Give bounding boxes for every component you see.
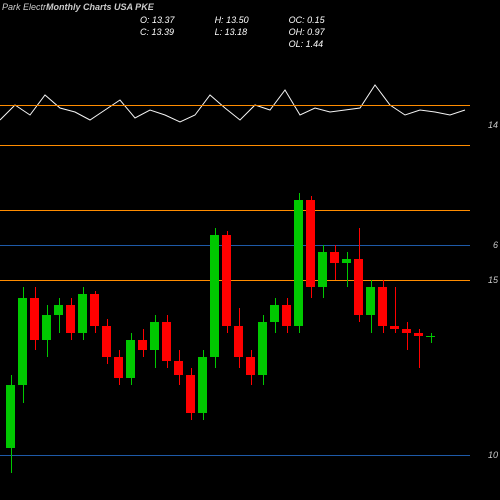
candle	[341, 175, 352, 490]
candle-body	[258, 322, 268, 375]
ohlc-l: L: 13.18	[215, 27, 249, 37]
candle	[77, 175, 88, 490]
candle-body	[342, 259, 352, 263]
candle-body	[414, 333, 424, 337]
candle	[149, 175, 160, 490]
candle-body	[378, 287, 388, 326]
candle	[377, 175, 388, 490]
candle	[161, 175, 172, 490]
candle-body	[210, 235, 220, 358]
ohlc-o: O: 13.37	[140, 15, 175, 25]
title-mid: Monthly Charts USA PKE	[46, 2, 154, 12]
candle-body	[42, 315, 52, 340]
candle	[41, 175, 52, 490]
candle-body	[162, 322, 172, 361]
indicator-pane	[0, 60, 470, 160]
candle	[389, 175, 400, 490]
ohlc-oh: OH: 0.97	[289, 27, 325, 37]
candle-body	[234, 326, 244, 358]
candle-body	[174, 361, 184, 375]
candle	[101, 175, 112, 490]
candle	[305, 175, 316, 490]
ohlc-oc: OC: 0.15	[289, 15, 325, 25]
price-pane	[0, 175, 470, 490]
candle	[65, 175, 76, 490]
candle	[413, 175, 424, 490]
candle-wick	[335, 245, 336, 280]
price-axis-label: 10	[488, 450, 498, 460]
candle	[329, 175, 340, 490]
candle	[317, 175, 328, 490]
candle	[29, 175, 40, 490]
candle-body	[126, 340, 136, 379]
candle-body	[114, 357, 124, 378]
candle-body	[138, 340, 148, 351]
candle-body	[390, 326, 400, 330]
candle-body	[294, 200, 304, 326]
candle-body	[222, 235, 232, 326]
candle-body	[186, 375, 196, 414]
candle	[17, 175, 28, 490]
candle	[245, 175, 256, 490]
ohlc-c: C: 13.39	[140, 27, 175, 37]
candle-body	[402, 329, 412, 333]
candle	[53, 175, 64, 490]
candle-body	[306, 200, 316, 288]
chart-header: Park ElectrMonthly Charts USA PKE	[2, 2, 498, 12]
title-left: Park Electr	[2, 2, 46, 12]
candle	[425, 175, 436, 490]
indicator-hline	[0, 105, 470, 106]
candle	[137, 175, 148, 490]
candle-body	[426, 336, 436, 337]
candle-body	[66, 305, 76, 333]
candle-body	[246, 357, 256, 375]
candle-body	[18, 298, 28, 386]
candle-wick	[59, 298, 60, 333]
candle	[221, 175, 232, 490]
ohlc-ol: OL: 1.44	[289, 39, 325, 49]
candle-body	[54, 305, 64, 316]
candle-body	[270, 305, 280, 323]
price-axis-label: 6	[493, 240, 498, 250]
candle-body	[102, 326, 112, 358]
candle	[269, 175, 280, 490]
candle	[5, 175, 16, 490]
candle-body	[30, 298, 40, 340]
candle	[125, 175, 136, 490]
ohlc-h: H: 13.50	[215, 15, 249, 25]
indicator-axis-label: 14	[488, 120, 498, 130]
candle	[173, 175, 184, 490]
candle	[197, 175, 208, 490]
candle	[281, 175, 292, 490]
candle-wick	[431, 333, 432, 344]
candle-body	[366, 287, 376, 315]
candle	[89, 175, 100, 490]
candle-body	[354, 259, 364, 315]
candle-wick	[347, 252, 348, 287]
candle-body	[318, 252, 328, 287]
candle-body	[6, 385, 16, 448]
candle-body	[78, 294, 88, 333]
candle-body	[282, 305, 292, 326]
candle	[401, 175, 412, 490]
candle	[365, 175, 376, 490]
candle	[185, 175, 196, 490]
candle-body	[330, 252, 340, 263]
candle	[353, 175, 364, 490]
ohlc-panel: O: 13.37 H: 13.50 OC: 0.15 C: 13.39 L: 1…	[140, 15, 325, 49]
candle-body	[90, 294, 100, 326]
candle	[293, 175, 304, 490]
price-axis-label: 15	[488, 275, 498, 285]
indicator-hline	[0, 145, 470, 146]
candle	[209, 175, 220, 490]
candle	[233, 175, 244, 490]
candle	[257, 175, 268, 490]
candle-body	[150, 322, 160, 350]
candle	[113, 175, 124, 490]
candle-wick	[407, 322, 408, 350]
candle-body	[198, 357, 208, 413]
